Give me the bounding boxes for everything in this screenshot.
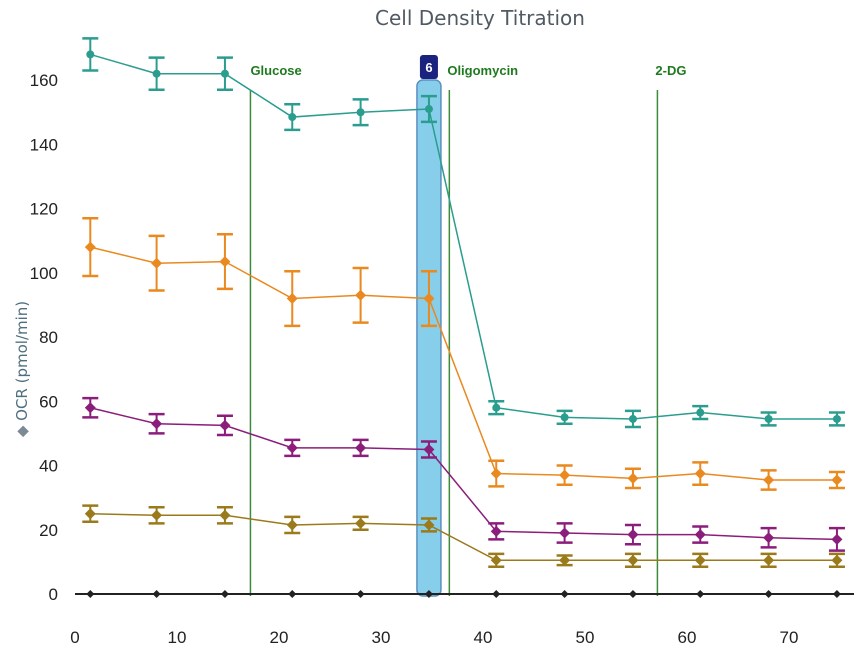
series-2-point bbox=[559, 527, 571, 539]
series-3-point bbox=[490, 554, 502, 566]
series-1-point bbox=[763, 474, 775, 486]
series-4-point bbox=[424, 590, 433, 598]
series-1-point bbox=[831, 474, 843, 486]
series-4-point bbox=[152, 590, 161, 598]
series-4-point bbox=[628, 590, 637, 598]
series-1-point bbox=[84, 241, 96, 253]
y-tick-label: 40 bbox=[39, 457, 58, 476]
series-3-point bbox=[84, 508, 96, 520]
x-tick-label: 40 bbox=[474, 628, 493, 647]
series-3-point bbox=[151, 509, 163, 521]
chart-title: Cell Density Titration bbox=[375, 6, 585, 30]
series-4-point bbox=[492, 590, 501, 598]
series-0-point bbox=[220, 69, 229, 78]
series-3-point bbox=[831, 554, 843, 566]
series-4-point bbox=[696, 590, 705, 598]
series-2-point bbox=[694, 529, 706, 541]
x-tick-label: 20 bbox=[270, 628, 289, 647]
y-tick-label: 140 bbox=[30, 135, 58, 154]
injection-label-2: 2-DG bbox=[655, 63, 686, 78]
series-1-point bbox=[627, 472, 639, 484]
y-tick-label: 80 bbox=[39, 328, 58, 347]
series-4-point bbox=[356, 590, 365, 598]
x-tick-label: 50 bbox=[576, 628, 595, 647]
series-3-point bbox=[423, 519, 435, 531]
y-tick-label: 20 bbox=[39, 521, 58, 540]
series-3-point bbox=[286, 519, 298, 531]
series-1-point bbox=[423, 293, 435, 305]
series-2-point bbox=[151, 418, 163, 430]
series-3-point bbox=[694, 554, 706, 566]
series-1-line bbox=[90, 246, 837, 481]
series-2-point bbox=[423, 443, 435, 455]
series-1-point bbox=[219, 256, 231, 268]
series-1-point bbox=[355, 289, 367, 301]
series-3-point bbox=[355, 517, 367, 529]
series-0-point bbox=[288, 113, 297, 122]
series-2-point bbox=[355, 442, 367, 454]
series-1-point bbox=[559, 469, 571, 481]
series-1-point bbox=[694, 468, 706, 480]
series-0-point bbox=[628, 414, 637, 423]
series-2-point bbox=[763, 532, 775, 544]
series-3-point bbox=[763, 554, 775, 566]
x-tick-label: 10 bbox=[168, 628, 187, 647]
y-tick-label: 160 bbox=[30, 71, 58, 90]
series-2-point bbox=[627, 529, 639, 541]
series-0-point bbox=[492, 403, 501, 412]
series-4-point bbox=[832, 590, 841, 598]
injection-label-0: Glucose bbox=[250, 63, 301, 78]
series-3-point bbox=[627, 554, 639, 566]
series-0-point bbox=[764, 414, 773, 423]
series-4-point bbox=[288, 590, 297, 598]
series-4-point bbox=[764, 590, 773, 598]
series-0-point bbox=[424, 105, 433, 114]
series-2-point bbox=[286, 442, 298, 454]
series-2-line bbox=[90, 406, 837, 541]
series-3-line bbox=[90, 512, 837, 562]
series-0-point bbox=[832, 414, 841, 423]
series-4-point bbox=[86, 590, 95, 598]
series-0-point bbox=[356, 108, 365, 117]
series-0-point bbox=[86, 50, 95, 59]
series-3-point bbox=[219, 509, 231, 521]
selected-measurement-badge bbox=[419, 55, 438, 79]
y-tick-label: 100 bbox=[30, 264, 58, 283]
x-tick-label: 0 bbox=[70, 628, 79, 647]
series-2-point bbox=[84, 402, 96, 414]
series-1-point bbox=[286, 293, 298, 305]
series-1-point bbox=[151, 257, 163, 269]
series-0-point bbox=[560, 413, 569, 422]
series-0-line bbox=[90, 53, 837, 420]
series-3-point bbox=[559, 554, 571, 566]
x-tick-label: 60 bbox=[678, 628, 697, 647]
series-0-point bbox=[152, 69, 161, 78]
series-2-point bbox=[219, 419, 231, 431]
series-4-point bbox=[560, 590, 569, 598]
injection-label-1: Oligomycin bbox=[447, 63, 518, 78]
y-tick-label: 60 bbox=[39, 392, 58, 411]
selected-measurement-label: 6 bbox=[425, 60, 432, 75]
x-tick-label: 30 bbox=[372, 628, 391, 647]
series-1-point bbox=[490, 468, 502, 480]
y-tick-label: 0 bbox=[49, 585, 58, 604]
series-0-point bbox=[696, 408, 705, 417]
series-4-point bbox=[220, 590, 229, 598]
series-2-point bbox=[831, 533, 843, 545]
x-tick-label: 70 bbox=[780, 628, 799, 647]
y-tick-label: 120 bbox=[30, 200, 58, 219]
series-2-point bbox=[490, 525, 502, 537]
